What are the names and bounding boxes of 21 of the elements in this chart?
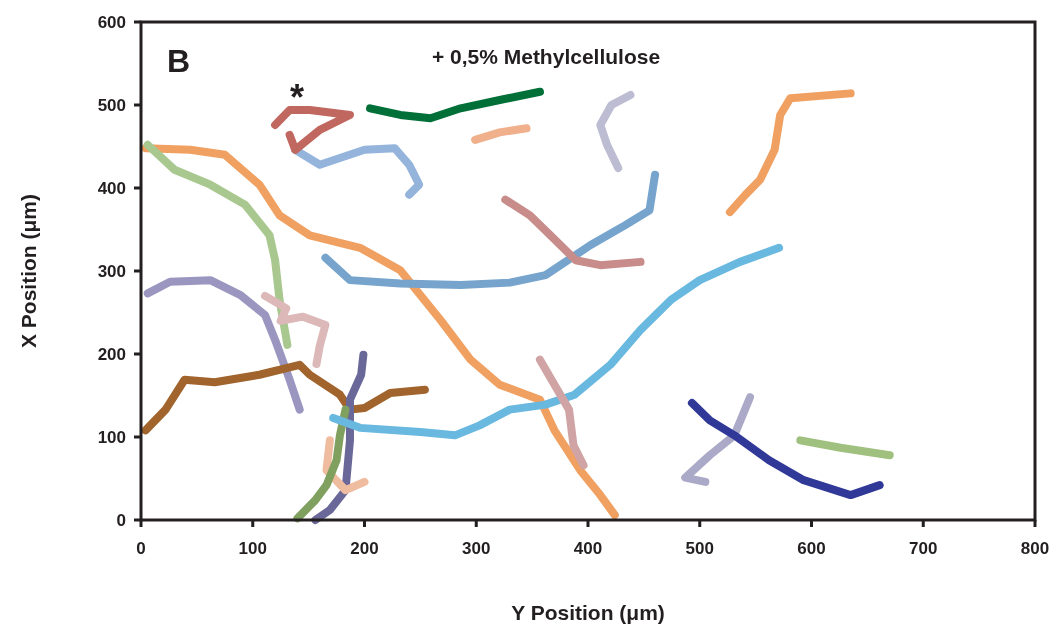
x-tick-label: 500 [685, 539, 714, 558]
x-tick-label: 800 [1020, 539, 1050, 558]
y-tick-label: 500 [97, 96, 126, 115]
annotation: B [167, 43, 191, 79]
y-axis-title: X Position (μm) [17, 193, 40, 349]
x-tick-label: 0 [136, 539, 146, 558]
x-axis-title: Y Position (μm) [511, 601, 665, 624]
x-tick-label: 200 [350, 539, 379, 558]
y-tick-label: 100 [97, 428, 126, 447]
y-tick-label: 200 [97, 345, 126, 364]
y-tick-label: 300 [97, 262, 126, 281]
x-tick-label: 100 [238, 539, 267, 558]
annotation: * [289, 77, 305, 118]
x-tick-label: 400 [573, 539, 603, 558]
y-tick-label: 0 [116, 511, 126, 530]
x-tick-label: 300 [462, 539, 491, 558]
x-tick-label: 700 [909, 539, 938, 558]
y-tick-label: 400 [97, 179, 126, 198]
y-tick-label: 600 [97, 13, 126, 32]
text: + 0,5% Methylcellulose [431, 45, 661, 68]
x-tick-label: 600 [797, 539, 826, 558]
